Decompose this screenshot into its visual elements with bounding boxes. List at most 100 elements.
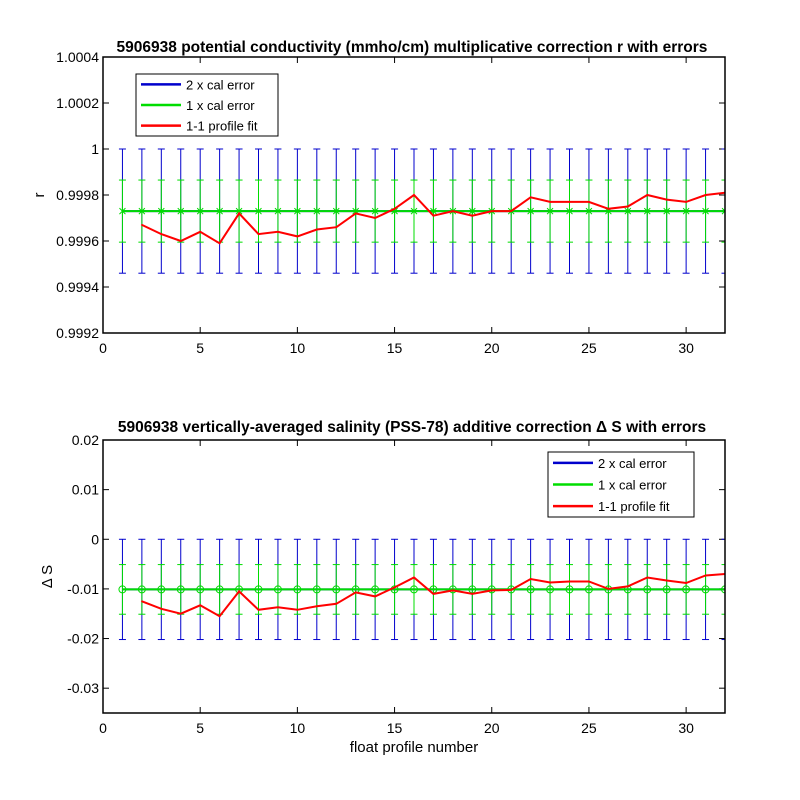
legend-entry: 1-1 profile fit: [186, 119, 258, 134]
profile-fit-point: [277, 606, 279, 609]
data-marker: [721, 210, 725, 215]
profile-fit-point: [452, 589, 454, 592]
x-tick-label: 5: [196, 720, 204, 736]
data-marker: [293, 585, 302, 594]
profile-fit-point: [179, 612, 182, 615]
profile-fit-point: [510, 589, 512, 591]
data-marker: [410, 585, 418, 594]
profile-fit-point: [316, 605, 318, 608]
data-marker: [546, 585, 555, 594]
profile-fit-point: [238, 212, 240, 215]
data-marker: [215, 585, 224, 594]
data-marker: [312, 585, 321, 594]
profile-fit-point: [627, 205, 629, 208]
profile-fit-point: [296, 235, 299, 238]
profile-fit-point: [607, 588, 610, 590]
profile-fit-point: [665, 579, 668, 582]
y-tick-label: 1: [91, 141, 99, 157]
profile-fit-point: [627, 585, 629, 588]
data-marker: [701, 585, 710, 594]
y-tick-label: -0.01: [67, 581, 99, 597]
legend-entry: 1-1 profile fit: [598, 499, 670, 514]
legend-entry: 1 x cal error: [598, 478, 667, 493]
x-tick-label: 0: [99, 340, 107, 356]
data-marker: [371, 585, 380, 594]
legend-entry: 2 x cal error: [186, 77, 255, 92]
y-tick-label: 0.9998: [56, 187, 99, 203]
profile-fit-point: [490, 589, 493, 592]
profile-fit-point: [354, 212, 357, 215]
profile-fit-point: [257, 233, 260, 235]
x-tick-label: 20: [484, 720, 500, 736]
profile-fit-point: [471, 593, 474, 595]
x-tick-label: 30: [678, 720, 694, 736]
profile-fit-point: [529, 578, 532, 580]
profile-fit-point: [238, 590, 240, 593]
profile-fit-point: [179, 240, 182, 242]
profile-fit-point: [685, 201, 687, 203]
x-tick-label: 25: [581, 720, 597, 736]
data-marker: [196, 585, 205, 594]
y-tick-label: 0.9992: [56, 325, 99, 341]
profile-fit-point: [413, 576, 415, 579]
y-tick-label: 0.9996: [56, 233, 99, 249]
profile-fit-point: [316, 228, 318, 231]
profile-fit-point: [199, 231, 201, 233]
profile-fit-point: [432, 214, 435, 217]
plot-frame: [102, 56, 726, 334]
x-tick-label: 10: [290, 720, 306, 736]
profile-fit-point: [354, 591, 357, 594]
x-tick-label: 10: [290, 340, 306, 356]
y-tick-label: 0.9994: [56, 279, 99, 295]
x-axis-label: float profile number: [350, 739, 478, 756]
plot-frame: [102, 439, 726, 714]
y-axis-label: Δ S: [39, 565, 56, 588]
data-layer: [118, 148, 725, 274]
legend: 2 x cal error 1 x cal error 1-1 profile fi…: [135, 73, 279, 137]
x-tick-label: 15: [387, 340, 403, 356]
chart-2: 5906938 vertically-averaged salinity (PS…: [39, 419, 726, 756]
chart-title: 5906938 potential conductivity (mmho/cm)…: [117, 39, 708, 56]
profile-fit-point: [393, 208, 396, 210]
profile-fit-point: [413, 194, 415, 196]
data-marker: [662, 585, 671, 594]
profile-fit-point: [218, 242, 221, 245]
data-marker: [137, 585, 146, 594]
data-marker: [273, 585, 282, 594]
profile-fit-point: [452, 210, 454, 212]
profile-fit-point: [607, 208, 610, 210]
profile-fit-point: [568, 580, 571, 583]
x-tick-label: 5: [196, 340, 204, 356]
profile-fit-point: [549, 201, 551, 203]
data-marker: [565, 585, 574, 594]
profile-fit-point: [257, 608, 260, 611]
x-tick-label: 0: [99, 720, 107, 736]
data-marker: [118, 585, 127, 594]
y-tick-label: 0.02: [72, 432, 99, 448]
legend-entry: 1 x cal error: [186, 98, 255, 113]
y-axis-label: r: [31, 193, 48, 198]
profile-fit-point: [510, 210, 512, 212]
x-tick-label: 30: [678, 340, 694, 356]
profile-fit-point: [471, 214, 474, 217]
profile-fit-point: [549, 581, 551, 584]
profile-fit-point: [296, 608, 299, 611]
profile-fit-point: [432, 593, 435, 595]
data-marker: [254, 585, 263, 594]
y-tick-label: 0: [91, 531, 99, 547]
y-tick-label: -0.03: [67, 680, 99, 696]
profile-fit-point: [685, 582, 687, 584]
profile-fit-point: [588, 580, 590, 583]
x-tick-label: 20: [484, 340, 500, 356]
y-tick-label: 1.0002: [56, 95, 99, 111]
profile-fit-point: [490, 210, 493, 212]
data-marker: [526, 585, 535, 594]
profile-fit-point: [646, 194, 649, 196]
profile-fit-point: [588, 201, 590, 203]
data-marker: [332, 585, 341, 594]
profile-fit-point: [646, 576, 649, 579]
profile-fit-point: [665, 198, 668, 201]
data-marker: [721, 207, 725, 212]
profile-fit-point: [704, 194, 707, 196]
